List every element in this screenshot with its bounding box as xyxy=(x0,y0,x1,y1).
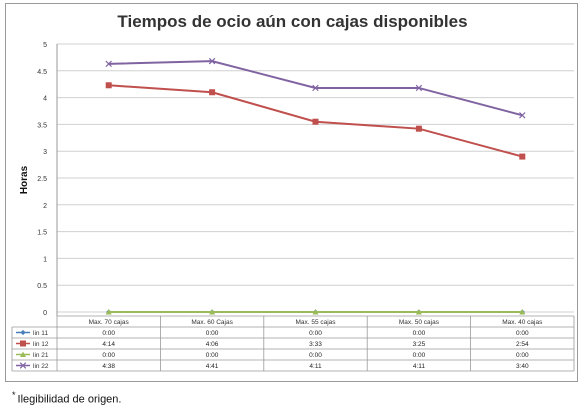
legend-label: lin 21 xyxy=(33,352,49,359)
category-label: Max. 60 Cajas xyxy=(191,319,233,326)
data-label: 0:00 xyxy=(206,352,219,359)
legend-swatch-marker xyxy=(19,362,27,369)
y-tick-label: 2 xyxy=(43,203,47,210)
data-point xyxy=(105,82,112,89)
data-label: 0:00 xyxy=(102,352,115,359)
data-label: 4:11 xyxy=(413,363,426,370)
data-label: 0:00 xyxy=(206,330,219,337)
data-label: 0:00 xyxy=(309,330,322,337)
chart-title: Tiempos de ocio aún con cajas disponible… xyxy=(117,12,468,31)
legend-swatch-marker xyxy=(20,351,26,357)
category-label: Max. 70 cajas xyxy=(89,319,130,326)
data-label: 3:25 xyxy=(413,341,426,348)
legend-swatch-marker xyxy=(20,329,26,336)
y-tick-label: 3.5 xyxy=(37,122,47,129)
data-point xyxy=(519,309,526,315)
data-label: 2:54 xyxy=(516,341,529,348)
legend-swatch-marker xyxy=(20,340,26,347)
data-label: 4:38 xyxy=(102,363,115,370)
data-label: 4:11 xyxy=(309,363,322,370)
data-label: 0:00 xyxy=(413,330,426,337)
data-point xyxy=(519,153,526,160)
legend-label: lin 11 xyxy=(33,330,48,337)
data-point xyxy=(105,60,112,68)
data-point xyxy=(415,125,422,132)
data-label: 0:00 xyxy=(516,352,529,359)
footnote-text: Ilegibilidad de origen. xyxy=(17,393,122,406)
data-label: 4:06 xyxy=(206,341,219,348)
data-label: 3:33 xyxy=(309,341,322,348)
category-label: Max. 50 cajas xyxy=(399,319,440,326)
footnote-marker: * xyxy=(12,390,16,400)
chart-frame: Tiempos de ocio aún con cajas disponible… xyxy=(5,3,578,382)
data-point xyxy=(519,112,526,119)
y-tick-label: 5 xyxy=(43,42,47,49)
data-point xyxy=(209,89,216,96)
y-tick-label: 1.5 xyxy=(37,230,47,237)
data-label: 0:00 xyxy=(516,330,529,337)
y-axis-label: Horas xyxy=(19,165,30,194)
data-point xyxy=(208,57,216,65)
data-label: 4:41 xyxy=(206,363,219,370)
data-label: 4:14 xyxy=(102,341,115,348)
y-tick-label: 0.5 xyxy=(37,283,47,290)
data-point xyxy=(312,84,319,92)
y-tick-label: 1 xyxy=(43,256,47,263)
y-tick-label: 2.5 xyxy=(37,176,47,183)
data-label: 3:40 xyxy=(516,363,529,370)
category-label: Max. 40 cajas xyxy=(502,319,543,326)
data-label: 0:00 xyxy=(413,352,426,359)
data-point xyxy=(312,118,319,125)
footnote: * Ilegibilidad de origen. xyxy=(12,390,121,406)
data-point xyxy=(415,84,423,92)
y-tick-label: 3 xyxy=(43,149,47,156)
y-tick-label: 4 xyxy=(43,96,47,103)
data-label: 0:00 xyxy=(102,330,115,337)
category-label: Max. 55 cajas xyxy=(295,319,336,326)
data-point xyxy=(312,309,319,315)
data-point xyxy=(415,309,422,315)
data-point xyxy=(105,309,112,315)
y-tick-label: 0 xyxy=(43,310,47,317)
y-tick-label: 4.5 xyxy=(37,69,47,76)
data-point xyxy=(209,309,216,315)
data-label: 0:00 xyxy=(309,352,322,359)
legend-label: lin 22 xyxy=(33,363,49,370)
legend-label: lin 12 xyxy=(33,341,49,348)
